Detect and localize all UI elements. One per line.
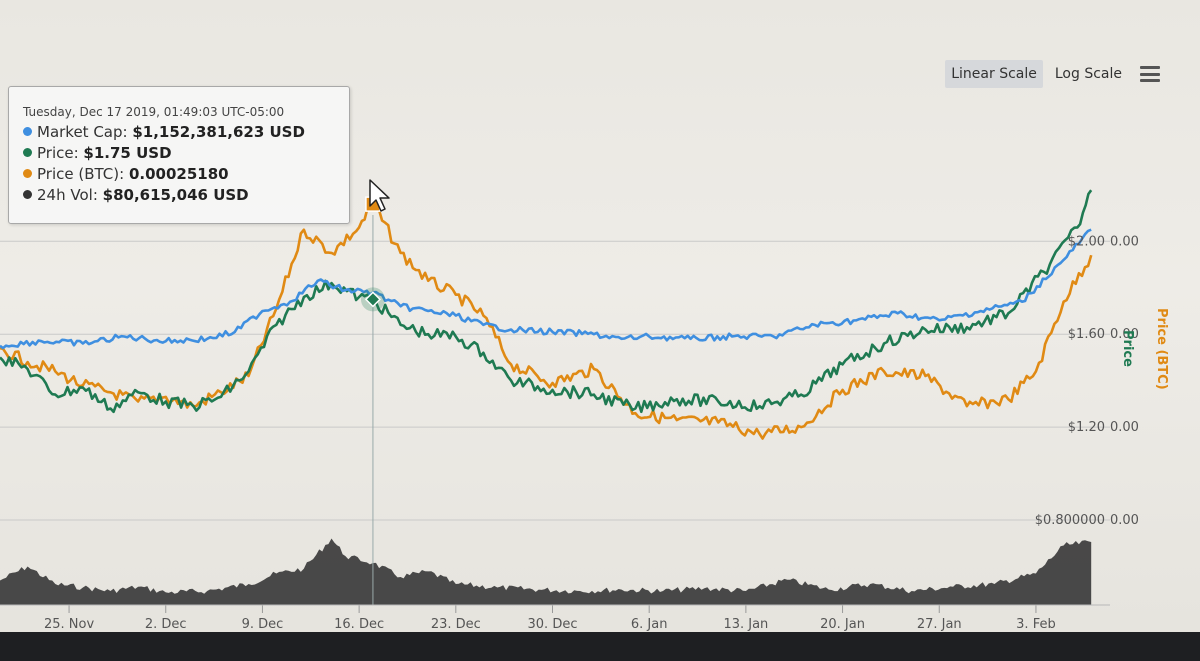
market-cap-series-line [0, 228, 1092, 350]
tooltip-row-value: $1.75 USD [83, 144, 172, 162]
x-tick-label: 2. Dec [145, 617, 187, 632]
y-axis-ticks: $0.800000 0.00 $1.20 0.00 $1.60 0.00 $2.00 0.00 [1035, 234, 1139, 528]
btc-tick-label: 0.00 [1110, 327, 1139, 342]
price-tick-label: $1.60 [1068, 327, 1105, 342]
volume-area [0, 538, 1092, 605]
hamburger-menu-icon[interactable] [1140, 66, 1160, 82]
chart-tooltip: Tuesday, Dec 17 2019, 01:49:03 UTC-05:00… [8, 86, 350, 224]
x-tick-label: 9. Dec [242, 617, 284, 632]
x-tick-label: 16. Dec [334, 617, 384, 632]
x-tick-label: 6. Jan [631, 617, 668, 632]
x-tick-label: 23. Dec [431, 617, 481, 632]
price-tick-label: $1.20 [1068, 420, 1105, 435]
price-tick-label: $0.800000 [1035, 513, 1105, 528]
x-tick-label: 27. Jan [917, 617, 962, 632]
tooltip-row-value: $1,152,381,623 USD [132, 123, 305, 141]
tooltip-row-price: Price: $1.75 USD [23, 144, 172, 162]
tooltip-row-market-cap: Market Cap: $1,152,381,623 USD [23, 123, 305, 141]
btc-tick-label: 0.00 [1110, 513, 1139, 528]
chart-toolbar: Linear Scale Log Scale [945, 60, 1160, 88]
price-marker [364, 291, 381, 308]
price-axis-title: Price [1120, 330, 1135, 367]
price-dot-icon [23, 148, 32, 157]
tooltip-row-label: 24h Vol [37, 186, 93, 204]
price-tick-label: $2.00 [1068, 234, 1105, 249]
series-lines [0, 189, 1093, 440]
volume-series-area [0, 538, 1092, 605]
market-cap-dot-icon [23, 127, 32, 136]
btc-tick-label: 0.00 [1110, 420, 1139, 435]
btc-tick-label: 0.00 [1110, 234, 1139, 249]
btc-axis-title: Price (BTC) [1154, 308, 1169, 390]
tooltip-row-label: Market Cap [37, 123, 123, 141]
tooltip-row-label: Price (BTC) [37, 165, 120, 183]
x-tick-label: 13. Jan [723, 617, 768, 632]
x-axis-ticks: 25. Nov 2. Dec 9. Dec 16. Dec 23. Dec 30. Dec… [0, 604, 1110, 632]
x-tick-label: 25. Nov [44, 617, 94, 632]
x-tick-label: 30. Dec [528, 617, 578, 632]
log-scale-button[interactable]: Log Scale [1054, 66, 1122, 82]
tooltip-date: Tuesday, Dec 17 2019, 01:49:03 UTC-05:00 [23, 105, 285, 119]
crosshair [360, 196, 385, 605]
x-tick-label: 3. Feb [1016, 617, 1056, 632]
price-series-line [0, 189, 1093, 414]
x-tick-label: 20. Jan [820, 617, 865, 632]
linear-scale-button[interactable]: Linear Scale [945, 60, 1043, 88]
tooltip-row-label: Price [37, 144, 74, 162]
tooltip-row-volume: 24h Vol: $80,615,046 USD [23, 186, 249, 204]
tooltip-row-value: $80,615,046 USD [102, 186, 249, 204]
tooltip-row-price-btc: Price (BTC): 0.00025180 [23, 165, 229, 183]
mouse-pointer-icon [369, 179, 390, 212]
volume-dot-icon [23, 190, 32, 199]
grid-lines [0, 240, 1110, 521]
price-btc-dot-icon [23, 169, 32, 178]
monitor-bezel [0, 632, 1200, 661]
tooltip-row-value: 0.00025180 [128, 165, 229, 183]
